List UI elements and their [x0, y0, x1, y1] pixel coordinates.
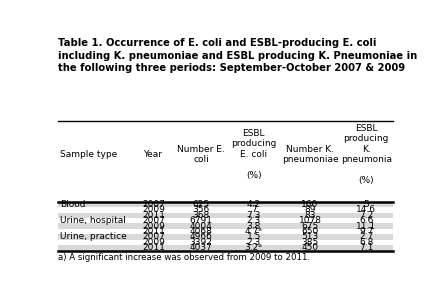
- Text: 2007: 2007: [143, 200, 165, 209]
- Text: 4004: 4004: [190, 222, 213, 231]
- Text: 4.7ᵃ: 4.7ᵃ: [245, 227, 263, 236]
- Text: ESBL
producing
E. coli

(%): ESBL producing E. coli (%): [231, 129, 276, 180]
- Text: 675: 675: [301, 222, 319, 231]
- Text: a) A significant increase was observed from 2009 to 2011.: a) A significant increase was observed f…: [59, 253, 311, 262]
- FancyBboxPatch shape: [59, 207, 392, 213]
- Text: 1.5: 1.5: [246, 232, 261, 241]
- Text: 2.3: 2.3: [246, 216, 261, 225]
- Text: 2007: 2007: [143, 232, 165, 241]
- Text: Sample type: Sample type: [60, 150, 117, 159]
- Text: 513: 513: [301, 232, 319, 241]
- Text: 14.6: 14.6: [356, 206, 376, 214]
- Text: ESBL
producing
K.
pneumonia

(%): ESBL producing K. pneumonia (%): [341, 124, 392, 185]
- Text: 356: 356: [192, 206, 210, 214]
- Text: 2.7: 2.7: [359, 232, 374, 241]
- Text: 2009: 2009: [143, 222, 165, 231]
- Text: Urine, practice: Urine, practice: [60, 232, 127, 241]
- FancyBboxPatch shape: [59, 218, 392, 223]
- Text: Blood: Blood: [60, 200, 86, 209]
- Text: Number E.
coli: Number E. coli: [177, 144, 225, 164]
- Text: 7.1: 7.1: [359, 243, 374, 252]
- Text: Year: Year: [143, 150, 162, 159]
- FancyBboxPatch shape: [59, 245, 392, 250]
- Text: 385: 385: [301, 238, 319, 247]
- Text: 368: 368: [192, 211, 210, 220]
- Text: 5: 5: [363, 200, 369, 209]
- Text: 2007: 2007: [143, 216, 165, 225]
- Text: 2011: 2011: [143, 211, 165, 220]
- Text: 3392: 3392: [190, 238, 213, 247]
- Text: 6791: 6791: [190, 216, 213, 225]
- Text: 7.2: 7.2: [359, 211, 374, 220]
- Text: 160: 160: [301, 200, 319, 209]
- Text: 625: 625: [193, 200, 209, 209]
- FancyBboxPatch shape: [59, 229, 392, 234]
- Text: 11.1: 11.1: [356, 222, 376, 231]
- Text: 3.2ᵃ: 3.2ᵃ: [245, 243, 263, 252]
- Text: 2009: 2009: [143, 206, 165, 214]
- Text: 2011: 2011: [143, 243, 165, 252]
- FancyBboxPatch shape: [59, 202, 392, 207]
- Text: 4037: 4037: [190, 243, 213, 252]
- Text: Number K.
pneumoniae: Number K. pneumoniae: [282, 144, 338, 164]
- Text: 83: 83: [304, 211, 316, 220]
- FancyBboxPatch shape: [59, 234, 392, 240]
- Text: 650: 650: [301, 227, 319, 236]
- Text: 6.6: 6.6: [359, 216, 374, 225]
- Text: 4068: 4068: [190, 227, 213, 236]
- Text: 4.2: 4.2: [246, 200, 261, 209]
- Text: 1078: 1078: [298, 216, 322, 225]
- Text: 3.8: 3.8: [246, 222, 261, 231]
- Text: 450: 450: [301, 243, 319, 252]
- Text: 2009: 2009: [143, 238, 165, 247]
- FancyBboxPatch shape: [59, 240, 392, 245]
- Text: Urine, hospital: Urine, hospital: [60, 216, 126, 225]
- Text: 4966: 4966: [190, 232, 213, 241]
- Text: 2011: 2011: [143, 227, 165, 236]
- FancyBboxPatch shape: [59, 213, 392, 218]
- Text: 89: 89: [304, 206, 316, 214]
- Text: 7.3: 7.3: [246, 211, 261, 220]
- Text: 2.3: 2.3: [246, 238, 261, 247]
- Text: 7: 7: [251, 206, 257, 214]
- FancyBboxPatch shape: [59, 223, 392, 229]
- Text: Table 1. Occurrence of E. coli and ESBL-producing E. coli
including K. pneumonia: Table 1. Occurrence of E. coli and ESBL-…: [59, 39, 418, 73]
- Text: 6.8: 6.8: [359, 238, 374, 247]
- Text: 9.7: 9.7: [359, 227, 374, 236]
